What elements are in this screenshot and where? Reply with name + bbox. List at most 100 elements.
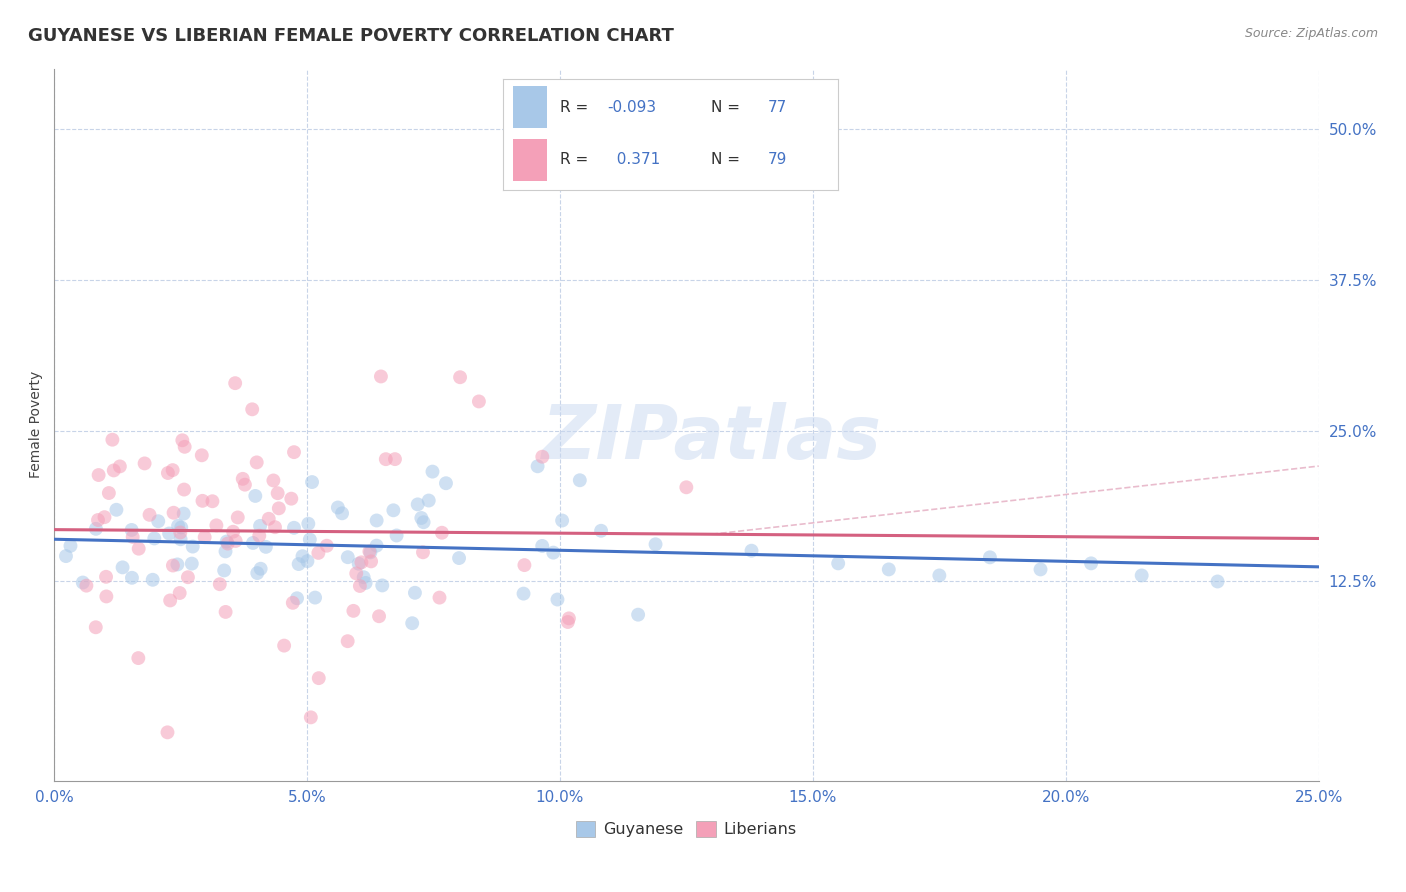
Point bbox=[172, 434, 194, 448]
Point bbox=[449, 551, 471, 566]
Point bbox=[1206, 574, 1229, 589]
Point bbox=[531, 539, 554, 553]
Point bbox=[181, 540, 204, 554]
Point bbox=[297, 554, 319, 568]
Point bbox=[162, 506, 184, 520]
Point bbox=[257, 512, 280, 526]
Point bbox=[128, 541, 150, 556]
Point bbox=[143, 532, 166, 546]
Point bbox=[138, 508, 160, 522]
Point bbox=[159, 593, 181, 607]
Point bbox=[543, 546, 565, 560]
Point bbox=[173, 507, 195, 521]
Point bbox=[371, 578, 394, 592]
Text: GUYANESE VS LIBERIAN FEMALE POVERTY CORRELATION CHART: GUYANESE VS LIBERIAN FEMALE POVERTY CORR… bbox=[28, 27, 673, 45]
Point bbox=[121, 523, 143, 537]
Point bbox=[134, 457, 156, 471]
Point bbox=[94, 570, 117, 584]
Point bbox=[627, 607, 650, 622]
Point bbox=[406, 497, 429, 511]
Point bbox=[347, 557, 370, 571]
Point bbox=[249, 562, 271, 576]
Point bbox=[308, 671, 330, 685]
Point bbox=[513, 558, 536, 573]
Point bbox=[366, 539, 388, 553]
Point bbox=[526, 459, 548, 474]
Point bbox=[84, 522, 107, 536]
Point bbox=[512, 586, 534, 600]
Point bbox=[191, 448, 214, 462]
Point bbox=[434, 476, 457, 491]
Point bbox=[342, 604, 364, 618]
Point bbox=[166, 558, 188, 572]
Point bbox=[264, 520, 287, 534]
Point bbox=[429, 591, 451, 605]
Point bbox=[551, 514, 574, 528]
Point bbox=[382, 503, 405, 517]
Point bbox=[675, 480, 697, 494]
Point bbox=[350, 555, 373, 569]
Point bbox=[297, 516, 319, 531]
Point bbox=[177, 570, 200, 584]
Point bbox=[1130, 568, 1153, 582]
Point bbox=[217, 536, 239, 550]
Point bbox=[877, 562, 900, 576]
Point bbox=[157, 526, 180, 541]
Point bbox=[103, 463, 125, 477]
Point bbox=[156, 466, 179, 480]
Point bbox=[370, 369, 392, 384]
Point bbox=[349, 579, 371, 593]
Point bbox=[299, 710, 322, 724]
Legend: Guyanese, Liberians: Guyanese, Liberians bbox=[569, 814, 803, 844]
Point bbox=[385, 528, 408, 542]
Point bbox=[75, 579, 97, 593]
Point bbox=[384, 452, 406, 467]
Point bbox=[127, 651, 149, 665]
Point bbox=[285, 591, 308, 606]
Point bbox=[741, 543, 763, 558]
Text: Source: ZipAtlas.com: Source: ZipAtlas.com bbox=[1244, 27, 1378, 40]
Point bbox=[401, 616, 423, 631]
Point bbox=[162, 558, 184, 573]
Point bbox=[180, 557, 202, 571]
Point bbox=[55, 549, 77, 563]
Point bbox=[59, 539, 82, 553]
Point bbox=[336, 634, 359, 648]
Point bbox=[240, 402, 263, 417]
Point bbox=[412, 545, 434, 559]
Point bbox=[156, 725, 179, 739]
Point bbox=[827, 557, 849, 571]
Point bbox=[353, 570, 375, 584]
Point bbox=[374, 452, 396, 467]
Point bbox=[315, 539, 337, 553]
Point bbox=[266, 486, 288, 500]
Point bbox=[169, 525, 191, 540]
Point bbox=[360, 554, 382, 568]
Point bbox=[167, 518, 190, 533]
Point bbox=[304, 591, 326, 605]
Point bbox=[170, 520, 193, 534]
Point bbox=[246, 566, 269, 580]
Point bbox=[928, 568, 950, 582]
Point bbox=[169, 533, 191, 547]
Point bbox=[280, 491, 302, 506]
Point bbox=[208, 577, 231, 591]
Point bbox=[194, 530, 217, 544]
Point bbox=[93, 510, 115, 524]
Point bbox=[336, 550, 359, 565]
Point bbox=[233, 477, 256, 491]
Point bbox=[245, 489, 267, 503]
Point bbox=[173, 483, 195, 497]
Point bbox=[87, 513, 110, 527]
Point bbox=[108, 459, 131, 474]
Point bbox=[430, 525, 453, 540]
Point bbox=[330, 506, 353, 520]
Point bbox=[121, 530, 143, 544]
Point bbox=[87, 468, 110, 483]
Point bbox=[359, 545, 381, 559]
Point bbox=[326, 500, 349, 515]
Point bbox=[531, 450, 554, 464]
Point bbox=[101, 433, 124, 447]
Point bbox=[205, 518, 228, 533]
Point bbox=[354, 576, 377, 591]
